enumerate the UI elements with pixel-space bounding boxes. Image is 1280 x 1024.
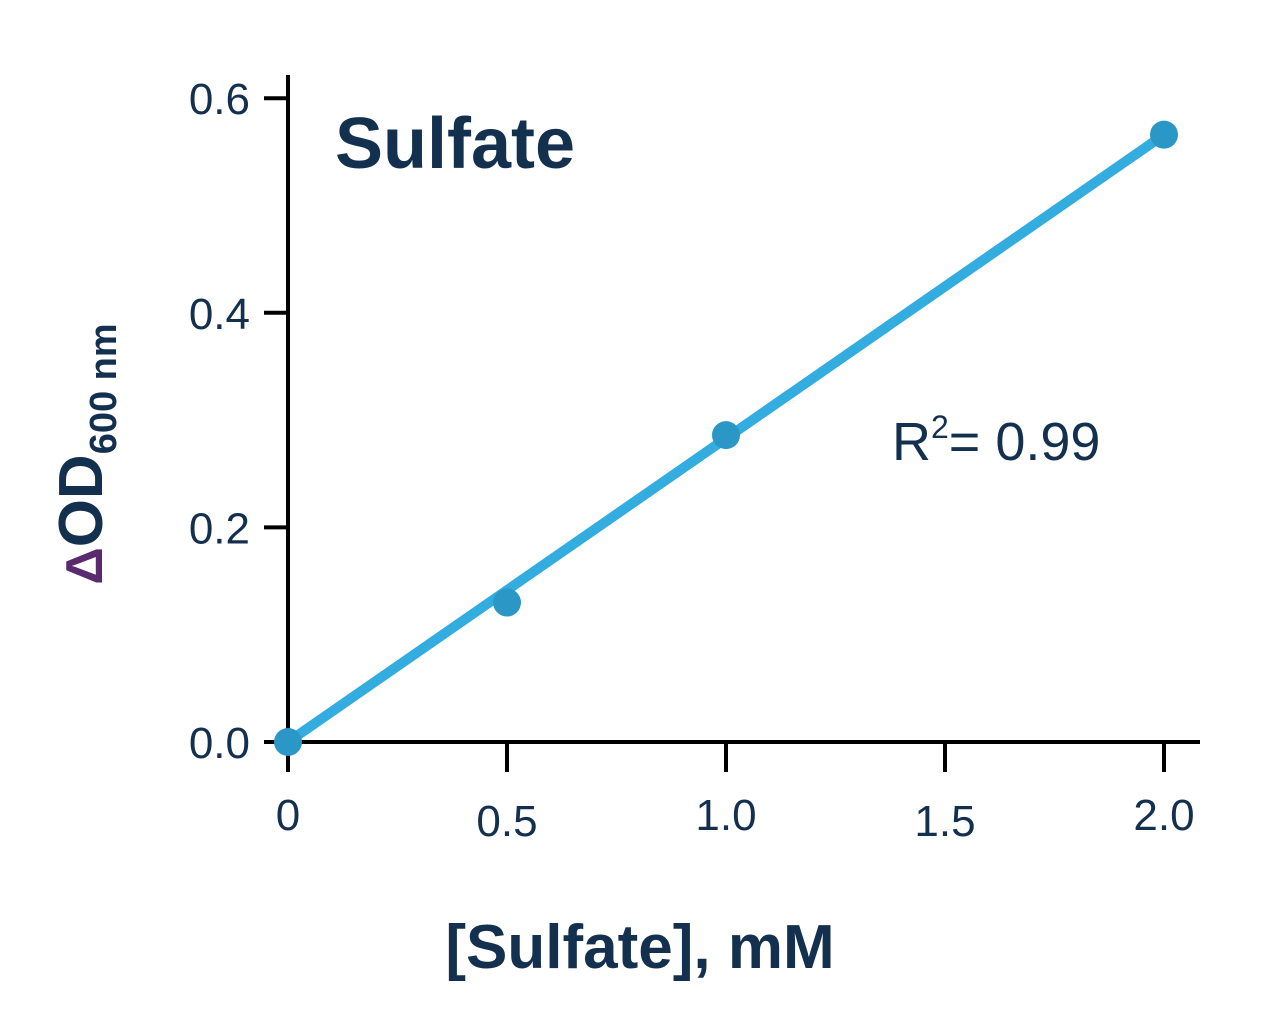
data-point [274,728,302,756]
x-tick-label: 0 [276,791,300,840]
y-axis-label: ΔOD600 nm [47,323,125,584]
r-squared-superscript: 2 [931,409,949,445]
x-axis-label: [Sulfate], mM [445,913,834,982]
x-tick-label: 1.0 [695,791,756,840]
y-ticks: 0.0 0.2 0.4 0.6 [189,75,288,768]
y-axis-label-main: OD [47,454,116,547]
y-tick-label: 0.6 [189,75,250,124]
data-points [274,120,1178,756]
y-tick-label: 0.0 [189,719,250,768]
chart-title: Sulfate [335,104,575,184]
data-point [493,588,521,617]
data-point [712,421,740,450]
r-squared-r: R [892,412,931,472]
r-squared-value: = 0.99 [949,412,1101,472]
x-tick-label: 2.0 [1133,791,1194,840]
y-tick-label: 0.4 [189,290,250,339]
y-axis-label-delta: Δ [56,547,114,584]
x-tick-label: 1.5 [914,797,975,846]
y-tick-label: 0.2 [189,504,250,553]
x-tick-label: 0.5 [476,797,537,846]
axes [286,75,1200,744]
x-ticks: 0 0.5 1.0 1.5 2.0 [276,742,1195,846]
r-squared-annotation: R2= 0.99 [892,409,1100,472]
y-axis-label-subscript: 600 nm [83,323,125,454]
data-point [1150,120,1178,149]
